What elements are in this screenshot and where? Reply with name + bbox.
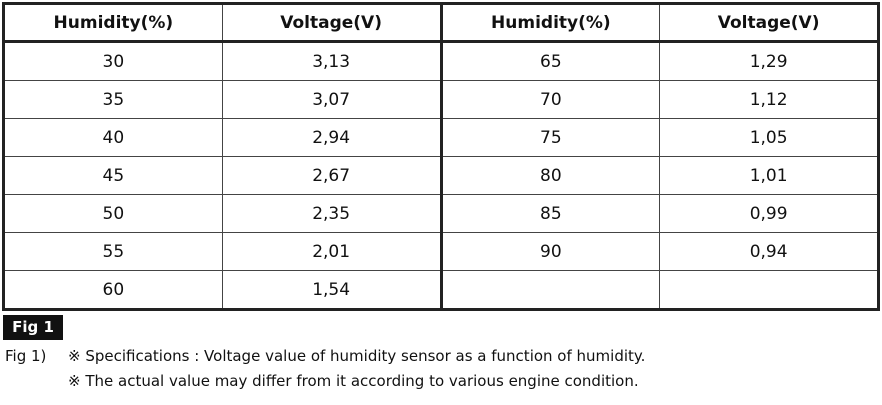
table-cell: 2,01 <box>221 232 442 271</box>
table-cell: 75 <box>439 118 661 157</box>
table-cell: 0,94 <box>659 232 879 271</box>
table-row: 55 2,01 90 0,94 <box>3 232 879 271</box>
spec-table: Humidity(%) Voltage(V) Humidity(%) Voltage(… <box>2 2 880 311</box>
table-row: 40 2,94 75 1,05 <box>3 118 879 157</box>
figure-label: Fig 1 <box>3 315 63 340</box>
table-row: 60 1,54 <box>3 270 879 310</box>
table-cell: 60 <box>3 270 223 310</box>
caption-prefix: Fig 1) <box>5 347 47 365</box>
table-cell: 55 <box>3 232 223 271</box>
header-cell: Voltage(V) <box>659 3 879 43</box>
table-cell: 50 <box>3 194 223 233</box>
header-cell: Humidity(%) <box>439 3 661 43</box>
table-cell: 65 <box>439 41 661 81</box>
caption-line: ※ Specifications : Voltage value of humi… <box>68 347 646 365</box>
table-cell: 1,12 <box>659 80 879 119</box>
header-row: Humidity(%) Voltage(V) Humidity(%) Voltage(… <box>3 3 879 43</box>
table-body: 30 3,13 65 1,29 35 3,07 70 1,12 40 2,94 75 1,05 45 2,… <box>3 41 879 310</box>
table-cell: 3,07 <box>221 80 442 119</box>
header-cell: Humidity(%) <box>3 3 223 43</box>
table-row: 45 2,67 80 1,01 <box>3 156 879 195</box>
table-row: 50 2,35 85 0,99 <box>3 194 879 233</box>
table-cell: 1,54 <box>221 270 442 310</box>
table-cell: 1,29 <box>659 41 879 81</box>
table-cell: 40 <box>3 118 223 157</box>
table-cell: 80 <box>439 156 661 195</box>
table-row: 30 3,13 65 1,29 <box>3 41 879 81</box>
empty-cell <box>659 270 879 310</box>
table-row: 35 3,07 70 1,12 <box>3 80 879 119</box>
table-cell: 30 <box>3 41 223 81</box>
table-cell: 2,35 <box>221 194 442 233</box>
table-cell: 90 <box>439 232 661 271</box>
header-cell: Voltage(V) <box>221 3 442 43</box>
table-cell: 1,01 <box>659 156 879 195</box>
table-cell: 70 <box>439 80 661 119</box>
caption-line: ※ The actual value may differ from it ac… <box>68 372 639 390</box>
table-cell: 2,67 <box>221 156 442 195</box>
table-cell: 85 <box>439 194 661 233</box>
table-cell: 0,99 <box>659 194 879 233</box>
table-cell: 2,94 <box>221 118 442 157</box>
empty-cell <box>439 270 661 310</box>
table-cell: 45 <box>3 156 223 195</box>
table-cell: 35 <box>3 80 223 119</box>
table-cell: 1,05 <box>659 118 879 157</box>
table-cell: 3,13 <box>221 41 442 81</box>
